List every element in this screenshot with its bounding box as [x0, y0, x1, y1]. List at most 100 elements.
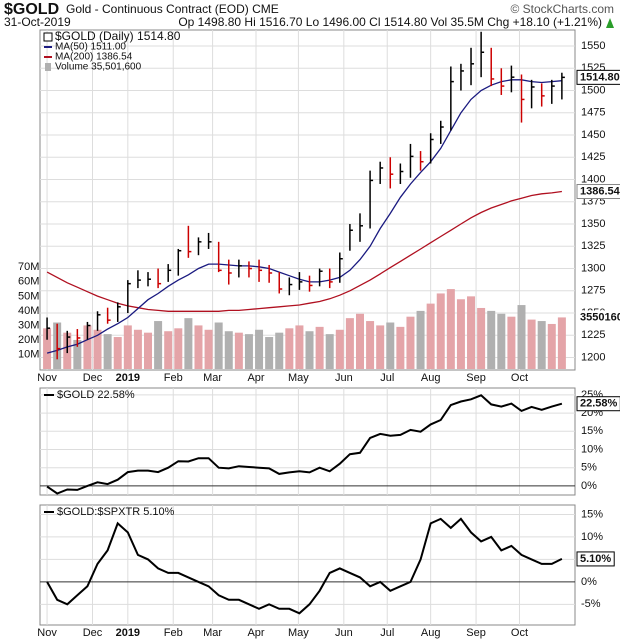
value-tag-box [576, 396, 620, 412]
volume-bar [376, 325, 385, 369]
volume-bar [103, 334, 112, 369]
volume-bar [265, 337, 274, 369]
y-tick-label: 1425 [581, 151, 605, 163]
volume-bar [285, 328, 294, 369]
y-tick-label: 10% [581, 531, 603, 543]
y2-tick-label: 20M [18, 334, 39, 346]
y-tick-label: 5% [581, 462, 597, 474]
series-line [46, 394, 563, 495]
value-tag: 22.58% [580, 398, 618, 410]
quote: Op 1498.80 Hi 1516.70 Lo 1496.00 Cl 1514… [178, 15, 602, 29]
x-tick-label: May [288, 372, 309, 384]
value-tag-box [576, 551, 615, 567]
volume-bar [315, 326, 324, 369]
volume-bar [174, 328, 183, 369]
volume-bar [497, 313, 506, 369]
volume-bar [477, 307, 486, 369]
volume-bar [113, 337, 122, 369]
legend-entry: $GOLD 22.58% [57, 389, 135, 401]
x-tick-label: Sep [466, 372, 486, 384]
volume-bar [133, 329, 142, 369]
x-tick-label: Aug [421, 627, 441, 639]
x-tick-label: Feb [164, 372, 183, 384]
value-tag: 1386.54 [580, 185, 620, 197]
value-tag: 5.10% [580, 553, 611, 565]
volume-bar [325, 334, 334, 369]
x-tick-label: Jun [335, 372, 353, 384]
volume-bar [73, 339, 82, 369]
volume-bar [345, 318, 354, 369]
volume-bar [164, 331, 173, 369]
x-tick-label: Feb [164, 627, 183, 639]
value-tag-box [576, 69, 620, 85]
y2-tick-label: 50M [18, 290, 39, 302]
volume-bar [305, 331, 314, 369]
y-tick-label: 1475 [581, 107, 605, 119]
volume-bar [295, 325, 304, 369]
y2-tick-label: 30M [18, 319, 39, 331]
date: 31-Oct-2019 [4, 15, 71, 29]
x-tick-label: Mar [203, 627, 222, 639]
y-tick-label: 1225 [581, 329, 605, 341]
x-tick-label: Oct [511, 627, 528, 639]
y2-tick-label: 60M [18, 276, 39, 288]
x-tick-label: Jul [380, 627, 394, 639]
series-line [46, 190, 562, 312]
volume-bar [386, 322, 395, 369]
x-tick-label: Aug [421, 372, 441, 384]
volume-bar [93, 329, 102, 369]
volume-bar [335, 329, 344, 369]
legend-entry: $GOLD (Daily) 1514.80 [55, 29, 181, 43]
legend-swatch [43, 32, 53, 42]
volume-bar [83, 325, 92, 369]
value-tag: 3550160 [580, 311, 620, 323]
volume-bar [355, 313, 364, 369]
volume-bar [557, 317, 566, 369]
y-tick-label: 1400 [581, 173, 605, 185]
y-tick-label: 15% [581, 508, 603, 520]
volume-bar [527, 319, 536, 369]
volume-bar [507, 316, 516, 369]
y-tick-label: 1550 [581, 40, 605, 52]
volume-bar [467, 296, 476, 369]
y-tick-label: -5% [581, 598, 601, 610]
volume-bar [255, 329, 264, 369]
volume-bar [487, 310, 496, 369]
series-line [46, 79, 562, 354]
volume-bar [144, 332, 153, 369]
subtitle: Gold - Continuous Contract (EOD) CME [66, 2, 279, 16]
value-tag: 1514.80 [580, 71, 620, 83]
volume-bar [43, 328, 52, 369]
y2-tick-label: 70M [18, 261, 39, 273]
x-tick-label: Jul [380, 372, 394, 384]
volume-bar [547, 323, 556, 369]
x-tick-label: Oct [511, 372, 528, 384]
volume-bar [517, 305, 526, 369]
legend-swatch [45, 63, 51, 71]
symbol: $GOLD [4, 1, 59, 18]
y-tick-label: 1350 [581, 218, 605, 230]
volume-bar [406, 316, 415, 369]
y-tick-label: 0% [581, 480, 597, 492]
x-tick-label: Apr [247, 372, 264, 384]
y-tick-label: 10% [581, 443, 603, 455]
y-tick-label: 1300 [581, 262, 605, 274]
legend-entry: $GOLD:$SPXTR 5.10% [57, 506, 175, 518]
x-tick-label: Jun [335, 627, 353, 639]
volume-bar [244, 334, 253, 369]
y-tick-label: 1200 [581, 351, 605, 363]
x-tick-label: 2019 [116, 372, 140, 384]
volume-bar [123, 325, 132, 369]
y-tick-label: 1275 [581, 285, 605, 297]
value-tag-box [576, 184, 620, 200]
y-tick-label: 1500 [581, 84, 605, 96]
legend-entry: MA(50) 1511.00 [55, 42, 126, 53]
volume-bar [224, 331, 233, 369]
credit: © StockCharts.com [510, 2, 614, 16]
volume-bar [194, 325, 203, 369]
legend-entry: Volume 35,501,600 [55, 62, 142, 73]
volume-bar [537, 321, 546, 369]
volume-bar [275, 332, 284, 369]
volume-bar [184, 318, 193, 369]
volume-bar [214, 322, 223, 369]
